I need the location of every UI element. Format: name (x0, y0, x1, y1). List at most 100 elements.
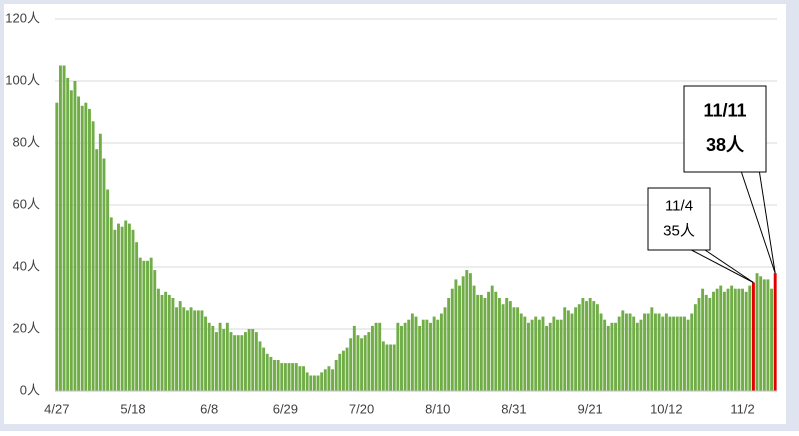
bar (225, 322, 229, 391)
bar (552, 316, 556, 391)
bar (759, 276, 763, 391)
bar (80, 105, 84, 392)
bar (719, 285, 723, 391)
bar (418, 325, 422, 391)
callout-box (647, 187, 711, 251)
bar (646, 313, 650, 391)
bar (291, 363, 295, 391)
bar (280, 363, 284, 391)
bar (305, 372, 309, 391)
bar (69, 90, 73, 392)
bar (534, 316, 538, 391)
x-tick-label: 9/21 (577, 401, 602, 416)
bar (95, 149, 99, 391)
bar (527, 322, 530, 391)
bar (606, 325, 610, 391)
bar (62, 65, 66, 391)
bar (407, 319, 411, 391)
bar (436, 319, 440, 391)
bar (312, 375, 316, 391)
bar (360, 338, 364, 391)
bar (378, 322, 382, 391)
bar (570, 313, 574, 391)
bar (215, 332, 218, 391)
bar (240, 335, 244, 391)
bar (182, 307, 186, 391)
bar (400, 325, 403, 391)
bar (392, 344, 396, 391)
bar (160, 294, 164, 391)
bar (577, 304, 581, 391)
bar (505, 298, 509, 391)
bar (77, 96, 81, 391)
bar (193, 310, 197, 391)
bar (331, 369, 335, 391)
bar (672, 316, 676, 391)
x-tick-label: 6/29 (273, 401, 298, 416)
x-tick-label: 4/27 (44, 401, 69, 416)
callout-text: 11/11 (703, 101, 746, 121)
bar (530, 319, 534, 391)
bar (429, 322, 432, 391)
bar (222, 329, 226, 391)
bar (98, 133, 102, 391)
bar (258, 341, 262, 391)
bar (106, 189, 110, 391)
bar (91, 121, 95, 392)
bar (592, 301, 596, 391)
bar (389, 344, 393, 391)
bar (294, 363, 298, 391)
bar (287, 363, 291, 391)
bar (127, 223, 131, 391)
bar (770, 288, 774, 391)
bar (624, 313, 628, 391)
bar (403, 322, 407, 391)
bar (432, 316, 436, 391)
bar (465, 270, 469, 391)
bar (149, 257, 153, 391)
bar (523, 316, 527, 391)
bar (421, 319, 425, 391)
callout-line (758, 171, 776, 274)
bar (171, 298, 175, 391)
y-tick-label: 80人 (13, 134, 40, 149)
x-tick-label: 8/31 (501, 401, 526, 416)
bar (196, 310, 200, 391)
bar (595, 304, 599, 391)
bar (494, 291, 498, 391)
bar (204, 316, 208, 391)
bar (164, 291, 168, 391)
bar (345, 347, 349, 391)
bar (715, 288, 719, 391)
bar (66, 77, 70, 392)
bar (497, 298, 501, 391)
bar (138, 257, 142, 391)
bar (730, 285, 734, 391)
bar (668, 316, 672, 391)
bar (556, 319, 559, 391)
bar (737, 288, 741, 391)
bar (207, 322, 211, 391)
bar (610, 322, 614, 391)
bar (751, 282, 755, 391)
bar (468, 273, 472, 391)
bar (276, 360, 280, 391)
bar (327, 366, 331, 391)
callout-text: 38人 (706, 135, 745, 155)
x-tick-label: 11/2 (730, 401, 754, 416)
bar (454, 279, 458, 391)
bar (512, 307, 516, 391)
bar (722, 291, 726, 391)
bar (356, 335, 360, 391)
x-tick-label: 5/18 (120, 401, 145, 416)
bar (189, 307, 193, 391)
x-tick-label: 8/10 (425, 401, 450, 416)
bar (338, 353, 342, 391)
bar (439, 313, 443, 391)
bar (55, 102, 59, 391)
bar (88, 108, 91, 392)
bar (374, 322, 378, 391)
bar (458, 285, 461, 391)
bar (664, 313, 668, 391)
bar (283, 363, 287, 391)
